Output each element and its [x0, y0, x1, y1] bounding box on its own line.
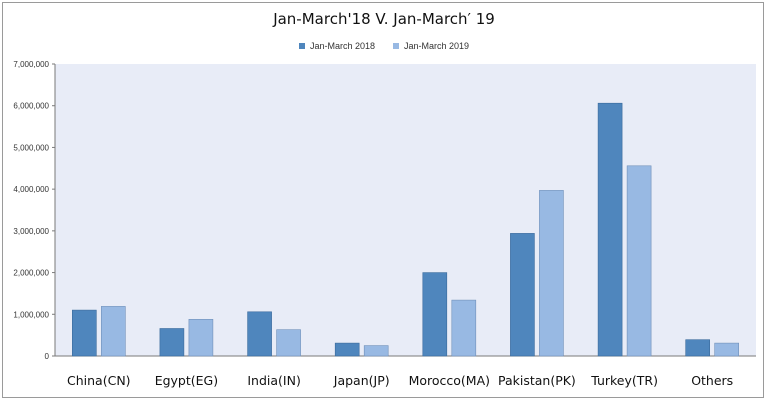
bar-2018	[685, 339, 711, 357]
bar-2019	[188, 318, 214, 357]
bar-2018	[510, 233, 535, 357]
bar-2019	[626, 165, 652, 357]
legend-swatch-2018	[298, 43, 305, 49]
bar-2018	[334, 342, 360, 357]
bar-2019	[363, 345, 389, 357]
y-tick-label: 6,000,000	[13, 102, 49, 111]
bars	[72, 102, 740, 357]
y-tick-label: 7,000,000	[13, 60, 49, 69]
bar-2019	[714, 342, 740, 357]
x-tick-label: Japan(JP)	[333, 373, 390, 388]
y-tick-label: 4,000,000	[13, 185, 49, 194]
bar-2018	[422, 272, 448, 357]
y-tick-label: 5,000,000	[13, 143, 49, 152]
bar-2019	[276, 329, 301, 357]
legend-item-2019: Jan-March 2019	[393, 41, 469, 51]
x-axis: China(CN) Egypt(EG) India(IN) Japan(JP) Moro…	[67, 373, 733, 388]
bar-2019	[539, 190, 564, 357]
y-tick-label: 3,000,000	[13, 227, 49, 236]
chart-legend: Jan-March 2018 Jan-March 2019	[0, 41, 768, 51]
y-tick-label: 2,000,000	[13, 269, 49, 278]
legend-swatch-2019	[393, 43, 399, 49]
x-tick-label: India(IN)	[247, 373, 300, 388]
chart-title: Jan-March'18 V. Jan-March′ 19	[273, 10, 495, 28]
x-tick-label: Morocco(MA)	[409, 373, 490, 388]
bar-2019	[101, 306, 126, 357]
x-tick-label: Pakistan(PK)	[498, 373, 576, 388]
bar-2019	[451, 299, 477, 357]
x-tick-label: Others	[691, 373, 733, 388]
bar-2018	[247, 311, 272, 357]
bar-2018	[159, 328, 185, 357]
y-axis: 0 1,000,000 2,000,000 3,000,000 4,000,000 5,0…	[13, 60, 55, 361]
x-tick-label: Turkey(TR)	[590, 373, 658, 388]
y-tick-label: 0	[45, 352, 50, 361]
x-tick-label: China(CN)	[67, 373, 131, 388]
bar-2018	[597, 102, 623, 357]
legend-label-2018: Jan-March 2018	[309, 41, 375, 51]
legend-label-2019: Jan-March 2019	[404, 41, 470, 51]
legend-item-2018: Jan-March 2018	[298, 41, 375, 51]
x-tick-label: Egypt(EG)	[155, 373, 218, 388]
bar-2018	[72, 309, 97, 357]
y-tick-label: 1,000,000	[13, 310, 49, 319]
